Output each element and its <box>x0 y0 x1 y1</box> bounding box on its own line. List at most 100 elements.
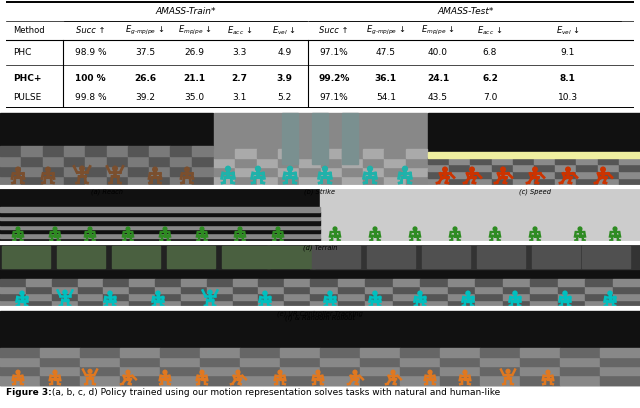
Circle shape <box>316 370 321 375</box>
Bar <box>232 293 259 300</box>
Bar <box>363 177 385 186</box>
Bar <box>112 246 160 268</box>
Bar <box>582 246 630 268</box>
Bar <box>21 146 43 156</box>
Bar <box>85 156 106 166</box>
Circle shape <box>52 370 58 375</box>
Bar <box>600 357 640 366</box>
Text: 43.5: 43.5 <box>428 93 448 102</box>
Bar <box>170 175 192 186</box>
Circle shape <box>184 166 190 173</box>
Text: 36.1: 36.1 <box>375 74 397 83</box>
Bar <box>0 220 320 225</box>
Circle shape <box>462 370 468 375</box>
Text: 3.3: 3.3 <box>232 48 247 57</box>
Bar <box>0 237 320 242</box>
Bar <box>513 164 534 171</box>
Bar <box>449 178 470 186</box>
Bar <box>214 158 236 167</box>
Bar <box>77 286 103 293</box>
Bar <box>392 300 420 307</box>
Bar <box>40 375 80 385</box>
Bar <box>337 293 365 300</box>
Bar <box>557 293 585 300</box>
Circle shape <box>367 166 373 172</box>
Circle shape <box>372 226 378 231</box>
Bar <box>80 348 120 357</box>
Bar <box>320 184 640 242</box>
Bar <box>400 375 440 385</box>
Text: 26.9: 26.9 <box>184 48 205 57</box>
Bar <box>598 157 619 164</box>
Bar <box>232 286 259 293</box>
Bar <box>106 146 128 156</box>
Bar <box>259 300 284 307</box>
Text: 8.1: 8.1 <box>560 74 576 83</box>
Bar <box>207 293 232 300</box>
Bar <box>236 158 257 167</box>
Bar <box>149 156 170 166</box>
Bar <box>160 357 200 366</box>
Bar <box>577 157 598 164</box>
Bar <box>600 375 640 385</box>
Bar <box>360 357 400 366</box>
Bar <box>585 293 612 300</box>
Bar <box>321 158 342 167</box>
Bar <box>556 178 577 186</box>
Bar <box>0 286 26 293</box>
Bar <box>520 348 560 357</box>
Bar <box>470 171 492 178</box>
Bar <box>278 158 300 167</box>
Bar <box>0 175 21 186</box>
Circle shape <box>287 166 293 172</box>
Text: 24.1: 24.1 <box>427 74 449 83</box>
Circle shape <box>565 166 571 173</box>
Bar <box>619 171 640 178</box>
Bar <box>585 279 612 286</box>
Bar <box>26 300 52 307</box>
Circle shape <box>545 370 550 375</box>
Bar <box>337 286 365 293</box>
Bar <box>149 146 170 156</box>
Bar <box>129 300 155 307</box>
Bar <box>85 146 106 156</box>
Bar <box>530 279 557 286</box>
Bar <box>200 357 240 366</box>
Bar <box>310 244 640 269</box>
Circle shape <box>465 290 471 296</box>
Bar <box>447 293 475 300</box>
Bar <box>2 246 50 268</box>
Circle shape <box>125 370 131 375</box>
Bar <box>385 177 406 186</box>
Bar <box>585 300 612 307</box>
Bar <box>155 300 181 307</box>
Circle shape <box>163 370 168 375</box>
Bar <box>392 293 420 300</box>
Bar <box>310 293 337 300</box>
Bar <box>321 177 342 186</box>
Bar <box>0 216 320 220</box>
Bar <box>320 375 360 385</box>
Bar <box>240 357 280 366</box>
Bar <box>385 167 406 177</box>
Bar <box>43 175 64 186</box>
Bar <box>477 246 525 268</box>
Text: (f) & Random Rollout: (f) & Random Rollout <box>285 314 355 321</box>
Circle shape <box>112 165 118 171</box>
Bar <box>149 166 170 175</box>
Text: AMASS-Train*: AMASS-Train* <box>156 7 216 16</box>
Circle shape <box>275 226 280 231</box>
Bar <box>363 167 385 177</box>
Bar <box>470 178 492 186</box>
Bar <box>80 366 120 375</box>
Bar <box>534 157 556 164</box>
Circle shape <box>52 226 58 231</box>
Bar <box>400 357 440 366</box>
Text: 3.1: 3.1 <box>232 93 247 102</box>
Bar <box>577 164 598 171</box>
Text: Succ ↑: Succ ↑ <box>319 26 349 35</box>
Bar <box>103 286 129 293</box>
Bar <box>0 311 640 385</box>
Bar <box>422 246 470 268</box>
Bar <box>129 293 155 300</box>
